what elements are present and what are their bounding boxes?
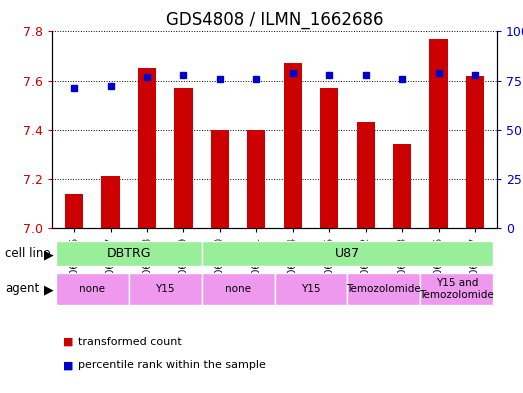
FancyBboxPatch shape (202, 241, 493, 266)
Text: Y15: Y15 (155, 284, 175, 294)
Bar (320, 88, 338, 228)
Text: agent: agent (5, 282, 39, 296)
Bar (174, 88, 192, 228)
Text: DBTRG: DBTRG (107, 247, 151, 260)
Bar (466, 75, 484, 228)
FancyBboxPatch shape (56, 273, 129, 305)
Text: ■: ■ (63, 337, 73, 347)
Text: ▶: ▶ (44, 283, 54, 297)
Text: transformed count: transformed count (78, 337, 182, 347)
Bar (101, 176, 120, 228)
Text: percentile rank within the sample: percentile rank within the sample (78, 360, 266, 371)
Text: Y15: Y15 (301, 284, 321, 294)
Text: Temozolomide: Temozolomide (347, 284, 421, 294)
FancyBboxPatch shape (347, 273, 420, 305)
Text: ▶: ▶ (44, 248, 54, 261)
Bar (138, 68, 156, 228)
Text: cell line: cell line (5, 247, 51, 260)
Bar (429, 39, 448, 228)
FancyBboxPatch shape (56, 241, 202, 266)
FancyBboxPatch shape (275, 273, 347, 305)
Bar (247, 130, 266, 228)
Text: ■: ■ (63, 360, 73, 371)
Bar (211, 130, 229, 228)
Title: GDS4808 / ILMN_1662686: GDS4808 / ILMN_1662686 (166, 11, 383, 29)
FancyBboxPatch shape (202, 273, 275, 305)
Text: none: none (79, 284, 105, 294)
FancyBboxPatch shape (129, 273, 202, 305)
Text: Y15 and
Temozolomide: Y15 and Temozolomide (419, 278, 494, 299)
Bar (357, 122, 375, 228)
Bar (283, 63, 302, 228)
Text: none: none (225, 284, 251, 294)
FancyBboxPatch shape (420, 273, 493, 305)
Text: U87: U87 (335, 247, 360, 260)
Bar (393, 145, 411, 228)
Bar (65, 194, 83, 228)
